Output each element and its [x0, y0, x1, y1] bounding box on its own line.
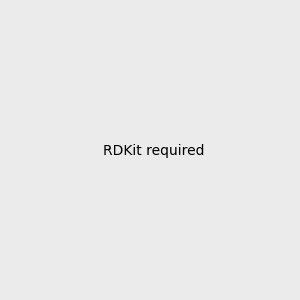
Text: RDKit required: RDKit required [103, 145, 205, 158]
